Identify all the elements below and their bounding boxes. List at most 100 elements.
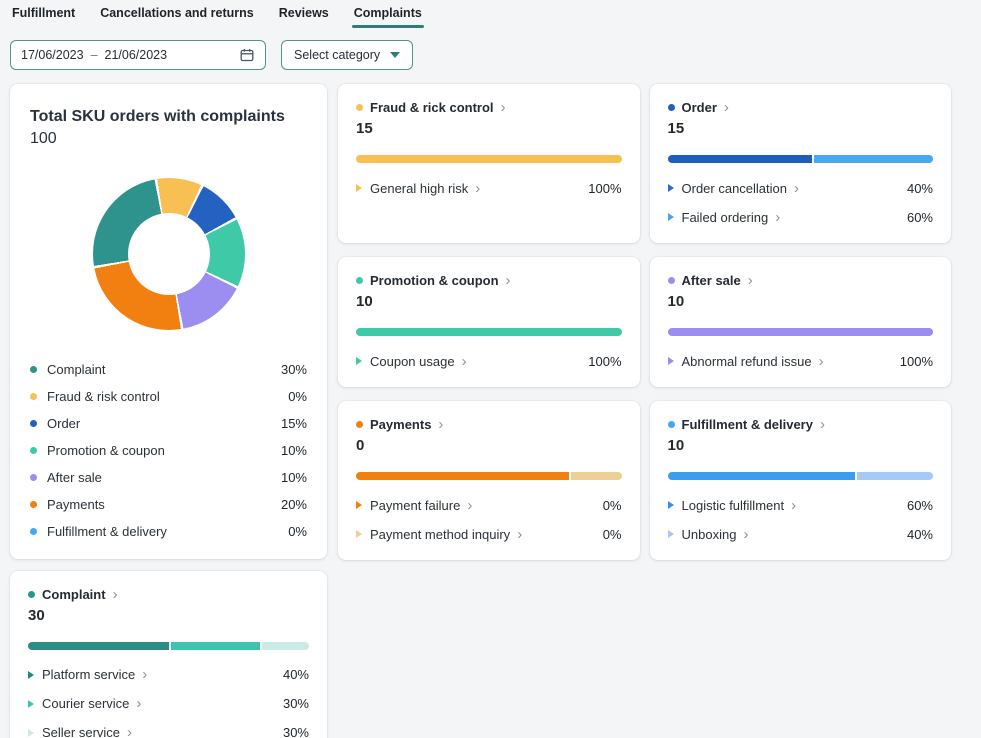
legend-dot-icon bbox=[30, 527, 37, 535]
category-label: Complaint bbox=[42, 586, 106, 602]
category-select[interactable]: Select category bbox=[281, 40, 414, 70]
category-value: 15 bbox=[667, 120, 685, 137]
bar-segment bbox=[856, 472, 933, 480]
left-column: Total SKU orders with complaints 100 Com… bbox=[10, 84, 327, 738]
bar-segment bbox=[28, 641, 170, 650]
subcategory-label: Order cancellation bbox=[681, 180, 788, 196]
chevron-right-icon: › bbox=[743, 525, 749, 543]
triangle-icon bbox=[667, 501, 674, 509]
triangle-icon bbox=[667, 213, 674, 221]
bar-segment bbox=[356, 328, 622, 336]
subcategory-label: General high risk bbox=[370, 180, 469, 196]
subcategory-list: Platform service › 40% Courier service ›… bbox=[28, 663, 309, 738]
category-title-link[interactable]: Fraud & rick control › bbox=[356, 100, 622, 115]
category-progress-bar bbox=[28, 641, 309, 650]
bar-segment bbox=[667, 472, 855, 480]
subcategory-percent: 100% bbox=[899, 353, 933, 369]
subcategory-seller-service[interactable]: Seller service › 30% bbox=[28, 721, 309, 738]
tab-complaints[interactable]: Complaints bbox=[351, 6, 424, 28]
subcategory-platform-service[interactable]: Platform service › 40% bbox=[28, 663, 309, 687]
bar-segment bbox=[571, 472, 622, 480]
top-tabs: Fulfillment Cancellations and returns Revi… bbox=[0, 0, 981, 28]
subcategory-percent: 100% bbox=[588, 180, 622, 196]
subcategory-label: Abnormal refund issue bbox=[681, 353, 812, 369]
legend-label: Payments bbox=[47, 496, 105, 512]
subcategory-coupon-usage[interactable]: Coupon usage › 100% bbox=[356, 349, 622, 373]
tab-cancellations-and-returns[interactable]: Cancellations and returns bbox=[100, 6, 254, 20]
triangle-icon bbox=[667, 530, 674, 538]
category-title-link[interactable]: Fulfillment & delivery › bbox=[667, 417, 934, 432]
subcategory-payment-method-inquiry[interactable]: Payment method inquiry › 0% bbox=[356, 522, 622, 546]
legend-label: Promotion & coupon bbox=[47, 442, 165, 458]
subcategory-unboxing[interactable]: Unboxing › 40% bbox=[667, 522, 933, 546]
subcategory-general-high-risk[interactable]: General high risk › 100% bbox=[356, 176, 622, 200]
summary-value: 100 bbox=[30, 129, 57, 147]
donut-legend: Complaint 30% Fraud & risk control 0% Or… bbox=[30, 356, 307, 545]
subcategory-label: Unboxing bbox=[681, 526, 737, 542]
category-dot-icon bbox=[356, 277, 363, 284]
chevron-right-icon: › bbox=[723, 99, 729, 116]
subcategory-list: Abnormal refund issue › 100% bbox=[667, 349, 933, 373]
legend-percent: 20% bbox=[280, 496, 307, 512]
bar-segment bbox=[667, 328, 933, 336]
dashboard-content: Total SKU orders with complaints 100 Com… bbox=[0, 70, 981, 738]
category-value: 10 bbox=[356, 293, 373, 310]
category-progress-bar bbox=[356, 472, 622, 480]
subcategory-failed-ordering[interactable]: Failed ordering › 60% bbox=[667, 205, 933, 229]
chevron-right-icon: › bbox=[775, 208, 781, 226]
subcategory-list: General high risk › 100% bbox=[356, 176, 622, 200]
subcategory-abnormal-refund-issue[interactable]: Abnormal refund issue › 100% bbox=[667, 349, 933, 373]
subcategory-percent: 100% bbox=[588, 353, 622, 369]
card-promotion-coupon: Promotion & coupon › 10 Coupon usage › 1… bbox=[338, 257, 640, 387]
tab-reviews[interactable]: Reviews bbox=[278, 6, 329, 20]
legend-label: Complaint bbox=[47, 361, 106, 377]
category-progress-bar bbox=[356, 328, 622, 336]
subcategory-percent: 40% bbox=[282, 667, 309, 683]
legend-percent: 0% bbox=[288, 388, 307, 404]
category-select-label: Select category bbox=[294, 48, 381, 62]
bar-segment bbox=[356, 472, 570, 480]
category-title-link[interactable]: Order › bbox=[667, 99, 934, 116]
category-value: 10 bbox=[667, 437, 685, 454]
chevron-right-icon: › bbox=[461, 352, 467, 370]
subcategory-list: Order cancellation › 40% Failed ordering… bbox=[667, 176, 933, 229]
subcategory-payment-failure[interactable]: Payment failure › 0% bbox=[356, 493, 622, 517]
triangle-icon bbox=[28, 728, 34, 737]
category-title-link[interactable]: Payments › bbox=[356, 417, 622, 432]
donut-chart bbox=[92, 177, 245, 330]
subcategory-label: Failed ordering bbox=[681, 209, 769, 225]
summary-title: Total SKU orders with complaints bbox=[30, 108, 285, 125]
subcategory-logistic-fulfillment[interactable]: Logistic fulfillment › 60% bbox=[667, 493, 933, 517]
category-title-link[interactable]: Complaint › bbox=[28, 587, 309, 602]
legend-dot-icon bbox=[30, 500, 37, 508]
category-title-link[interactable]: Promotion & coupon › bbox=[356, 273, 622, 288]
category-dot-icon bbox=[356, 421, 363, 428]
filter-bar: 17/06/2023 – 21/06/2023 Select category bbox=[0, 28, 981, 70]
total-complaints-card: Total SKU orders with complaints 100 Com… bbox=[10, 84, 327, 559]
chevron-right-icon: › bbox=[794, 179, 799, 197]
subcategory-label: Coupon usage bbox=[370, 353, 455, 369]
chevron-right-icon: › bbox=[136, 695, 142, 713]
legend-percent: 30% bbox=[280, 361, 307, 377]
category-progress-bar bbox=[356, 155, 622, 163]
category-progress-bar bbox=[667, 472, 933, 480]
legend-dot-icon bbox=[30, 473, 37, 481]
category-title-link[interactable]: After sale › bbox=[667, 273, 934, 288]
triangle-icon bbox=[356, 357, 362, 365]
donut-hole bbox=[127, 212, 210, 295]
category-value: 30 bbox=[28, 606, 45, 624]
tab-fulfillment[interactable]: Fulfillment bbox=[12, 6, 76, 20]
subcategory-courier-service[interactable]: Courier service › 30% bbox=[28, 692, 309, 716]
legend-label: Fulfillment & delivery bbox=[47, 523, 167, 539]
triangle-icon bbox=[28, 699, 34, 708]
legend-row: Payments 20% bbox=[30, 491, 307, 518]
category-cards-grid: Fraud & rick control › 15 General high r… bbox=[338, 84, 951, 560]
category-value: 10 bbox=[667, 293, 685, 310]
category-dot-icon bbox=[667, 421, 675, 428]
caret-down-icon bbox=[390, 52, 401, 58]
category-label: Order bbox=[681, 100, 717, 115]
date-range-picker[interactable]: 17/06/2023 – 21/06/2023 bbox=[10, 40, 266, 70]
chevron-right-icon: › bbox=[818, 352, 824, 370]
legend-row: Fraud & risk control 0% bbox=[30, 383, 307, 410]
subcategory-order-cancellation[interactable]: Order cancellation › 40% bbox=[667, 176, 933, 200]
